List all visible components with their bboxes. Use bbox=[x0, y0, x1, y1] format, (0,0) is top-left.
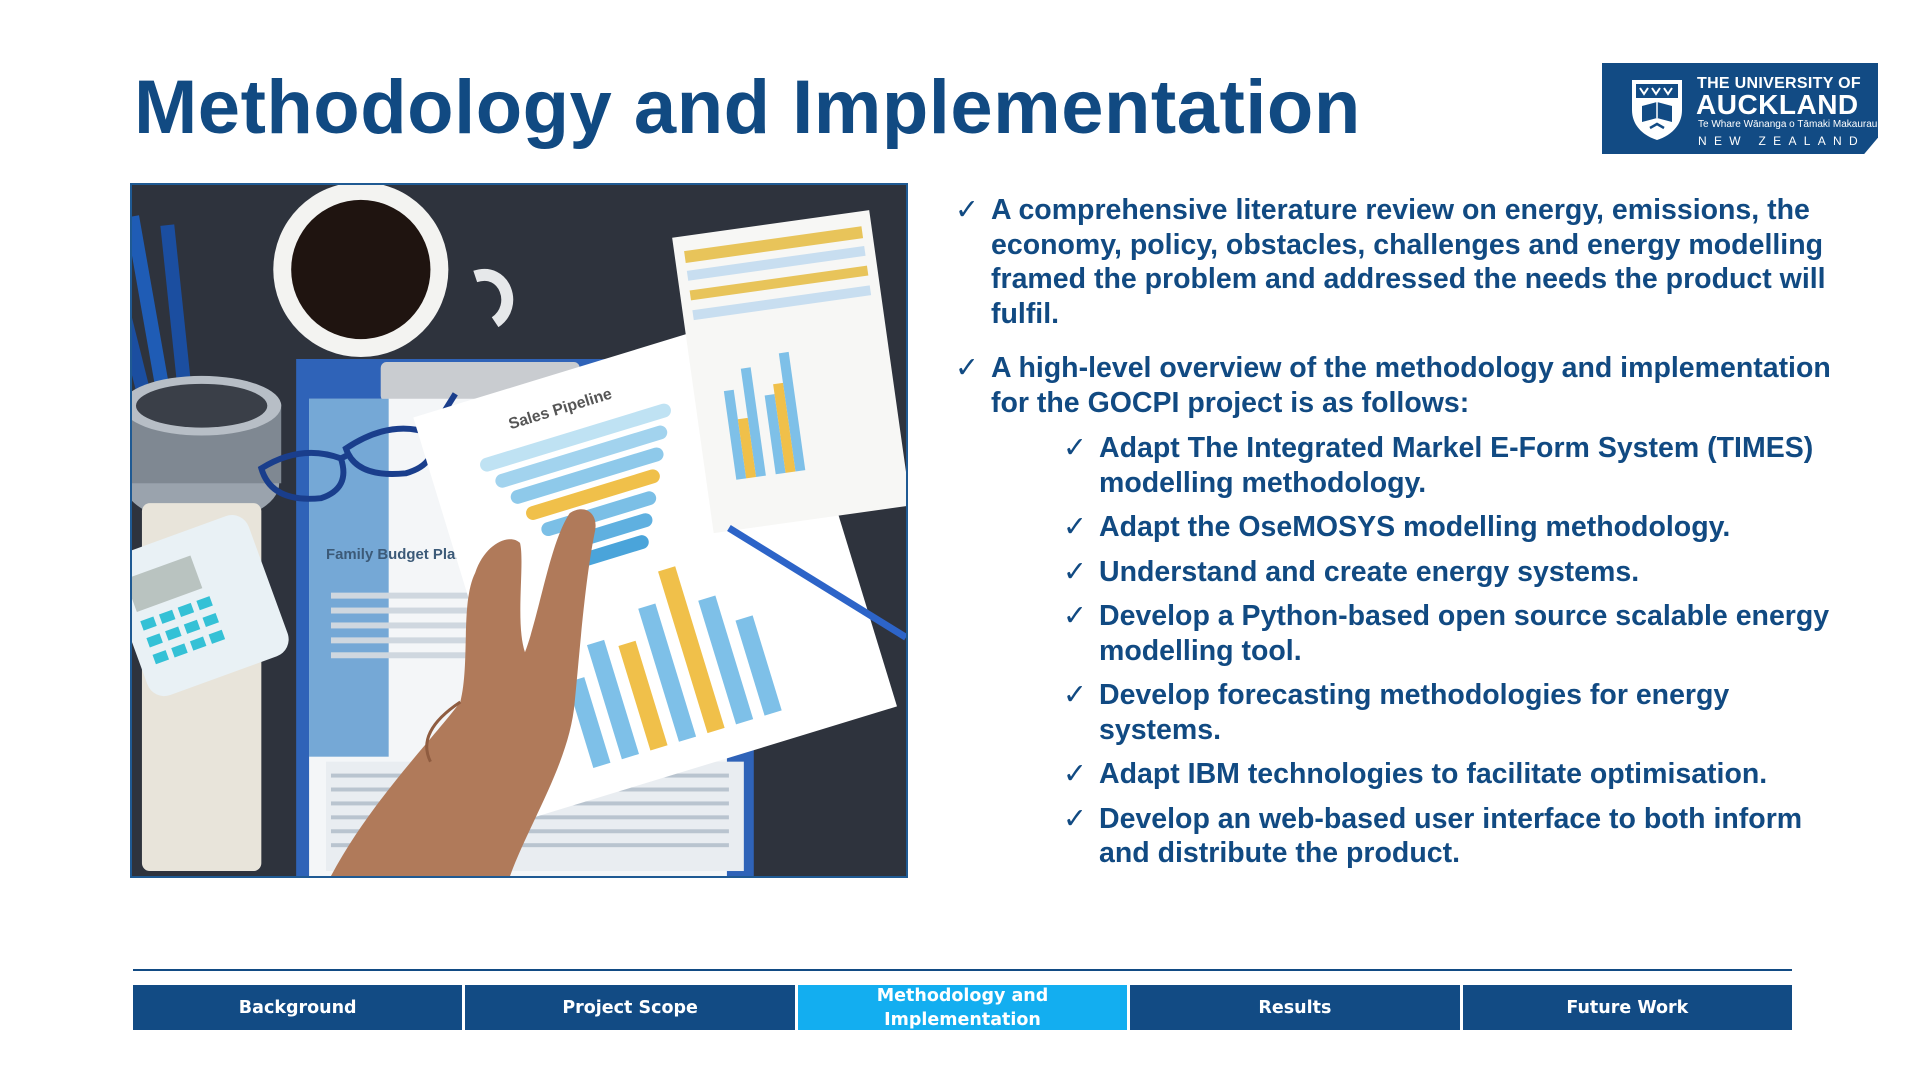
sub-bullet-item: ✓ Understand and create energy systems. bbox=[1063, 555, 1855, 590]
pencil-cup-icon bbox=[132, 215, 282, 524]
sub-bullet-item: ✓ Adapt The Integrated Markel E-Form Syst… bbox=[1063, 431, 1855, 500]
section-nav: Background Project Scope Methodology and… bbox=[133, 985, 1793, 1030]
divider-line bbox=[133, 969, 1792, 971]
hand-icon bbox=[330, 509, 596, 876]
logo-line-1: THE UNIVERSITY OF bbox=[1697, 75, 1861, 92]
logo-line-4: NEW ZEALAND bbox=[1698, 134, 1865, 148]
slide-title: Methodology and Implementation bbox=[134, 65, 1361, 150]
university-logo: THE UNIVERSITY OF AUCKLAND Te Whare Wāna… bbox=[1602, 63, 1878, 154]
bullet-item: ✓ A comprehensive literature review on e… bbox=[955, 193, 1855, 331]
nav-tab-results[interactable]: Results bbox=[1130, 985, 1460, 1030]
check-icon: ✓ bbox=[955, 352, 979, 384]
sub-bullet-item: ✓ Adapt the OseMOSYS modelling methodolog… bbox=[1063, 510, 1855, 545]
sub-bullet-text: Develop a Python-based open source scala… bbox=[1099, 600, 1830, 667]
stock-photo: Family Budget Planner bbox=[130, 183, 908, 878]
check-icon: ✓ bbox=[955, 194, 979, 226]
planner-title: Family Budget Planner bbox=[326, 547, 488, 563]
bullet-item: ✓ A high-level overview of the methodolo… bbox=[955, 351, 1855, 871]
sub-bullet-text: Adapt The Integrated Markel E-Form Syste… bbox=[1099, 432, 1814, 499]
check-icon: ✓ bbox=[1063, 555, 1087, 588]
sub-bullet-item: ✓ Adapt IBM technologies to facilitate op… bbox=[1063, 757, 1855, 792]
sub-bullet-text: Understand and create energy systems. bbox=[1099, 555, 1640, 588]
bullet-text: A comprehensive literature review on ene… bbox=[991, 194, 1826, 330]
bullet-list: ✓ A comprehensive literature review on e… bbox=[955, 193, 1855, 891]
check-icon: ✓ bbox=[1063, 600, 1087, 632]
check-icon: ✓ bbox=[1063, 679, 1087, 711]
nav-tab-project-scope[interactable]: Project Scope bbox=[465, 985, 795, 1030]
logo-line-3: Te Whare Wānanga o Tāmaki Makaurau bbox=[1698, 119, 1878, 130]
sub-bullet-item: ✓ Develop a Python-based open source scal… bbox=[1063, 599, 1855, 668]
bullet-text: A high-level overview of the methodology… bbox=[991, 352, 1831, 419]
calculator-icon bbox=[132, 503, 289, 872]
logo-line-2: AUCKLAND bbox=[1696, 89, 1859, 120]
nav-tab-methodology[interactable]: Methodology and Implementation bbox=[797, 985, 1128, 1030]
nav-tab-future-work[interactable]: Future Work bbox=[1462, 985, 1793, 1030]
crest-icon bbox=[1632, 80, 1682, 140]
sub-bullet-text: Develop an web-based user interface to b… bbox=[1099, 802, 1803, 870]
sub-bullet-text: Adapt IBM technologies to facilitate opt… bbox=[1099, 758, 1768, 790]
check-icon: ✓ bbox=[1063, 758, 1087, 790]
sub-bullet-item: ✓ Develop an web-based user interface to … bbox=[1063, 802, 1855, 871]
coffee-cup-icon bbox=[273, 185, 514, 357]
sub-bullet-text: Adapt the OseMOSYS modelling methodology… bbox=[1099, 511, 1731, 543]
check-icon: ✓ bbox=[1063, 432, 1087, 464]
nav-tab-background[interactable]: Background bbox=[133, 985, 463, 1030]
check-icon: ✓ bbox=[1063, 802, 1087, 835]
sub-bullet-text: Develop forecasting methodologies for en… bbox=[1099, 679, 1730, 746]
sub-bullet-item: ✓ Develop forecasting methodologies for e… bbox=[1063, 678, 1855, 747]
check-icon: ✓ bbox=[1063, 511, 1087, 543]
sub-bullet-list: ✓ Adapt The Integrated Markel E-Form Syst… bbox=[991, 431, 1855, 871]
